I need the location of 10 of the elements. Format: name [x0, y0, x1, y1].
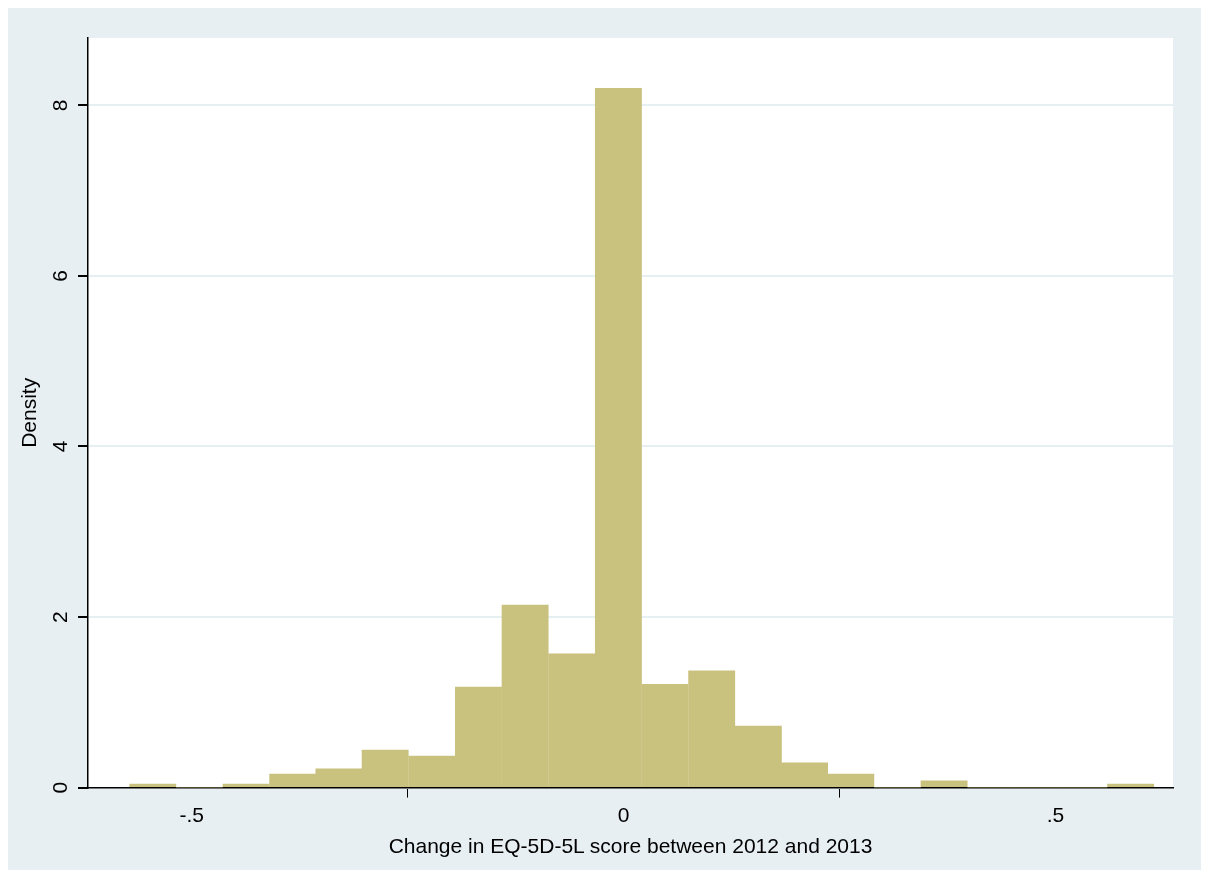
x-axis-title: Change in EQ-5D-5L score between 2012 and 2013 — [388, 834, 873, 858]
x-tick-label: -.5 — [179, 803, 204, 826]
x-tick-label: .5 — [1046, 803, 1065, 826]
x-tick-label: 0 — [617, 803, 630, 826]
y-tick-label: 2 — [48, 611, 72, 623]
y-tick-label: 0 — [48, 781, 72, 794]
y-tick-label: 6 — [48, 270, 72, 282]
y-axis-title: Density — [17, 377, 41, 448]
y-tick-label: 4 — [48, 440, 72, 453]
y-tick-label: 8 — [48, 99, 72, 112]
